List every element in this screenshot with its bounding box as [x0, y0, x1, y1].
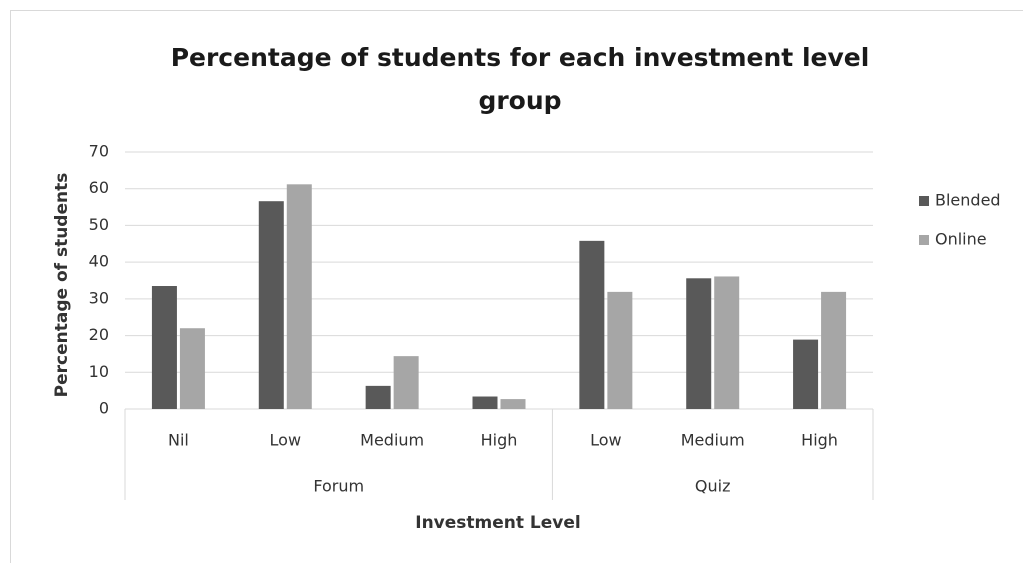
bar — [286, 184, 312, 409]
bar — [472, 396, 498, 409]
bar — [393, 356, 419, 409]
legend-label: Blended — [935, 191, 1001, 210]
legend-label: Online — [935, 230, 987, 249]
y-tick-label: 40 — [89, 252, 109, 271]
x-tick-label: High — [481, 431, 518, 450]
bar — [793, 339, 819, 409]
bar — [714, 276, 740, 409]
y-tick-label: 0 — [99, 399, 109, 418]
group-label: Quiz — [695, 477, 731, 496]
y-tick-label: 30 — [89, 288, 109, 307]
bar — [365, 385, 391, 409]
y-tick-label: 60 — [89, 178, 109, 197]
group-label: Forum — [313, 477, 364, 496]
x-tick-label: High — [801, 431, 838, 450]
chart-border — [10, 10, 1023, 563]
y-tick-label: 50 — [89, 215, 109, 234]
bar — [500, 399, 526, 409]
x-tick-label: Medium — [360, 431, 424, 450]
legend-swatch — [919, 196, 929, 206]
bar — [821, 291, 847, 409]
bar — [151, 286, 177, 409]
bar — [579, 240, 605, 409]
bar — [258, 201, 284, 409]
y-axis-label: Percentage of students — [52, 173, 72, 398]
bar — [179, 328, 205, 409]
x-tick-label: Low — [270, 431, 302, 450]
chart-title: Percentage of students for each investme… — [170, 43, 870, 115]
y-tick-label: 20 — [89, 325, 109, 344]
x-tick-label: Nil — [168, 431, 189, 450]
x-tick-label: Medium — [681, 431, 745, 450]
legend-swatch — [919, 235, 929, 245]
x-axis-label: Investment Level — [415, 513, 580, 533]
x-tick-label: Low — [590, 431, 622, 450]
y-tick-label: 10 — [89, 362, 109, 381]
y-tick-label: 70 — [89, 142, 109, 161]
bar — [607, 291, 633, 409]
bar — [686, 278, 712, 409]
